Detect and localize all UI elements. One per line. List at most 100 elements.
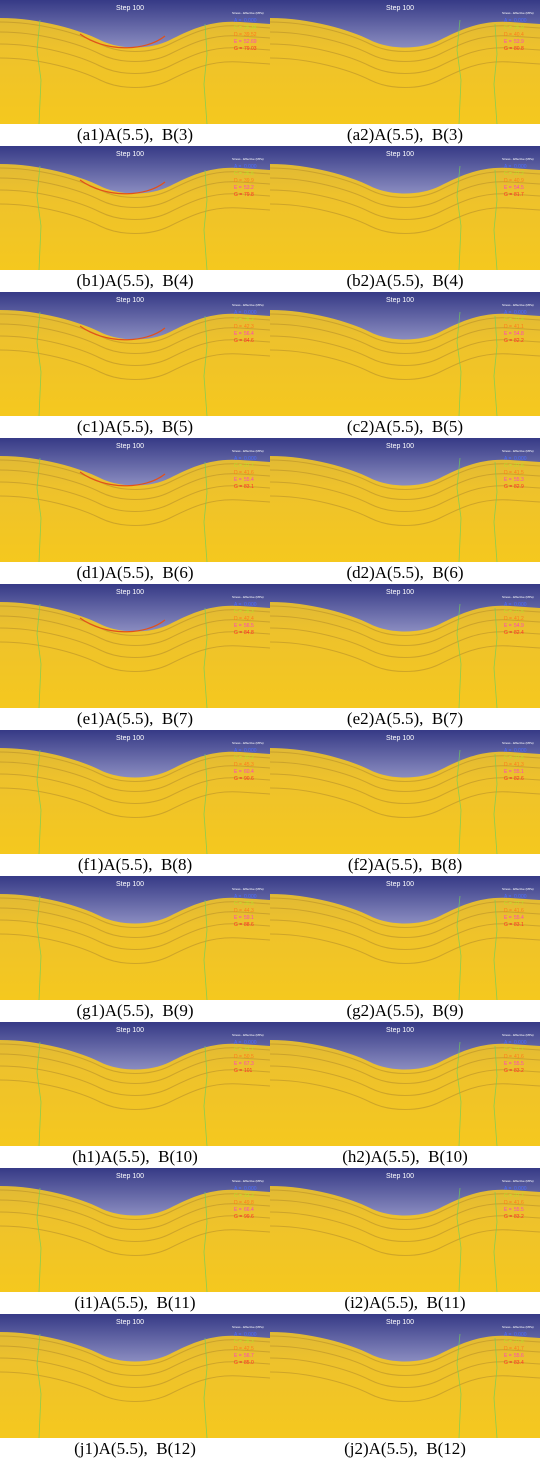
simulation-image: Step 100Stress - Effective (MPa)A =0.000…	[270, 1168, 540, 1292]
legend-value: 27.2	[514, 171, 524, 177]
legend-key: G =	[504, 46, 512, 52]
legend-key: A =	[504, 18, 511, 24]
legend-value: 28.2	[244, 317, 254, 323]
legend-title: Stress - Effective (MPa)	[232, 11, 264, 15]
legend-value: 54.5	[514, 185, 524, 191]
legend-value: 41.6	[514, 1054, 524, 1060]
legend-title: Stress - Effective (MPa)	[502, 449, 534, 453]
legend-key: E =	[234, 331, 242, 337]
panel: Step 100Stress - Effective (MPa)A =0.000…	[270, 730, 540, 876]
legend-key: D =	[234, 1200, 242, 1206]
legend-value: 26.34	[244, 25, 257, 31]
legend-value: 0.000	[514, 748, 527, 754]
legend-key: D =	[504, 324, 512, 330]
legend-key: E =	[504, 185, 512, 191]
legend-key: E =	[234, 623, 242, 629]
legend-value: 45.3	[244, 762, 254, 768]
legend-key: D =	[504, 1200, 512, 1206]
legend-key: E =	[234, 185, 242, 191]
legend-key: A =	[234, 748, 241, 754]
legend-value: 27.5	[514, 755, 524, 761]
caption: (b1)A(5.5), B(4)	[0, 270, 270, 292]
legend-title: Stress - Effective (MPa)	[502, 11, 534, 15]
simulation-image: Step 100Stress - Effective (MPa)A =0.000…	[0, 730, 270, 854]
caption: (d2)A(5.5), B(6)	[270, 562, 540, 584]
legend-value: 81.7	[514, 192, 524, 198]
legend-title: Stress - Effective (MPa)	[232, 887, 264, 891]
legend-key: A =	[504, 1332, 511, 1338]
legend-key: D =	[504, 470, 512, 476]
panel: Step 100Stress - Effective (MPa)A =0.000…	[270, 876, 540, 1022]
legend-key: D =	[234, 908, 242, 914]
legend-key: G =	[234, 1360, 242, 1366]
legend-value: 82.4	[514, 630, 524, 636]
legend-key: C =	[234, 317, 242, 323]
legend-value: 0.000	[514, 310, 527, 316]
legend-key: D =	[234, 1054, 242, 1060]
legend-key: C =	[504, 25, 512, 31]
legend-value: 80.8	[514, 46, 524, 52]
legend-key: G =	[504, 192, 512, 198]
legend-value: 90.6	[244, 776, 254, 782]
legend-key: A =	[234, 1186, 241, 1192]
legend-key: C =	[234, 1047, 242, 1053]
legend-key: D =	[234, 32, 242, 38]
caption: (i1)A(5.5), B(11)	[0, 1292, 270, 1314]
caption: (h2)A(5.5), B(10)	[270, 1146, 540, 1168]
step-label: Step 100	[386, 589, 414, 596]
legend-title: Stress - Effective (MPa)	[232, 449, 264, 453]
legend-value: 27.6	[514, 463, 524, 469]
legend-key: D =	[234, 178, 242, 184]
legend-value: 0.000	[244, 1186, 257, 1192]
legend-title: Stress - Effective (MPa)	[502, 741, 534, 745]
step-label: Step 100	[116, 151, 144, 158]
legend-value: 84.6	[244, 338, 254, 344]
legend-value: 0.000	[514, 1332, 527, 1338]
legend-value: 30.2	[244, 755, 254, 761]
panel: Step 100Stress - Effective (MPa)A =0.000…	[0, 1022, 270, 1168]
legend-key: E =	[234, 477, 242, 483]
legend-key: E =	[504, 1353, 512, 1359]
step-label: Step 100	[116, 1319, 144, 1326]
legend-value: 0.000	[514, 602, 527, 608]
legend-title: Stress - Effective (MPa)	[502, 1325, 534, 1329]
panel: Step 100Stress - Effective (MPa)A =0.000…	[0, 292, 270, 438]
legend-key: A =	[234, 894, 241, 900]
legend-value: 26.6	[244, 171, 254, 177]
legend-key: D =	[504, 908, 512, 914]
step-label: Step 100	[386, 1173, 414, 1180]
legend-key: A =	[234, 164, 241, 170]
legend-key: C =	[234, 901, 242, 907]
caption: (d1)A(5.5), B(6)	[0, 562, 270, 584]
legend-key: G =	[234, 630, 242, 636]
legend-key: G =	[234, 922, 242, 928]
legend-key: C =	[234, 609, 242, 615]
legend-value: 49.8	[244, 1200, 254, 1206]
legend-key: A =	[234, 1040, 241, 1046]
legend-title: Stress - Effective (MPa)	[232, 741, 264, 745]
legend-value: 55.1	[514, 769, 524, 775]
legend-key: C =	[504, 1193, 512, 1199]
legend-value: 41.6	[244, 470, 254, 476]
legend-value: 0.000	[514, 1040, 527, 1046]
legend-value: 54.9	[514, 623, 524, 629]
legend-key: E =	[234, 769, 242, 775]
legend-value: 53.9	[514, 39, 524, 45]
legend-key: D =	[234, 470, 242, 476]
caption: (f1)A(5.5), B(8)	[0, 854, 270, 876]
legend-key: G =	[234, 46, 242, 52]
step-label: Step 100	[386, 1319, 414, 1326]
legend-title: Stress - Effective (MPa)	[232, 1325, 264, 1329]
legend-value: 53.2	[244, 185, 254, 191]
legend-key: G =	[504, 1214, 512, 1220]
legend-key: E =	[234, 1207, 242, 1213]
legend-value: 41.2	[514, 616, 524, 622]
simulation-image: Step 100Stress - Effective (MPa)A =0.000…	[270, 292, 540, 416]
legend-value: 39.52	[244, 32, 257, 38]
legend-key: C =	[504, 1339, 512, 1345]
step-label: Step 100	[386, 297, 414, 304]
caption: (g1)A(5.5), B(9)	[0, 1000, 270, 1022]
legend-value: 27.7	[514, 1047, 524, 1053]
